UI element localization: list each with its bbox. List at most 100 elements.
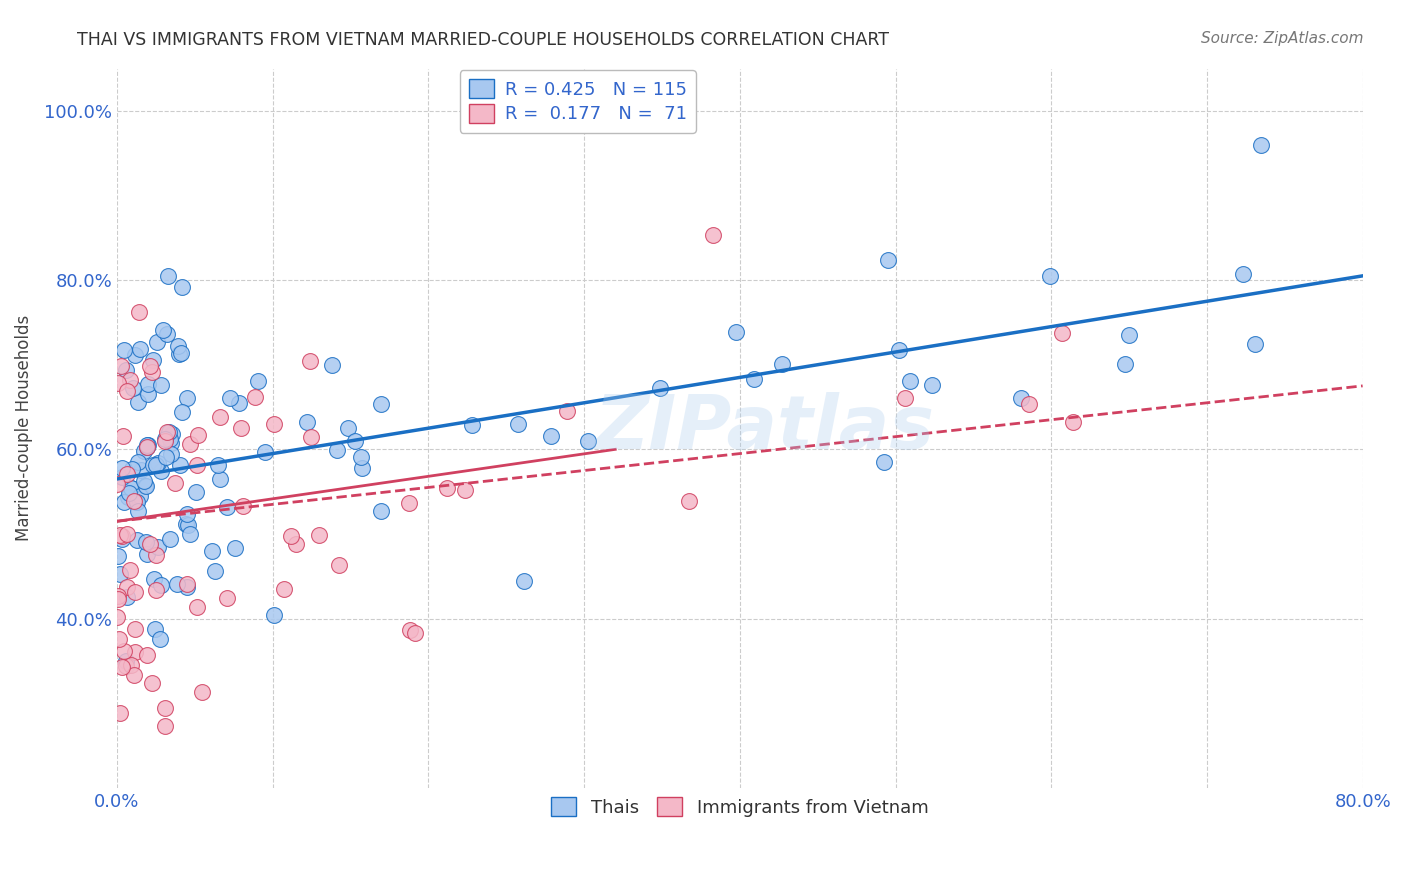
Point	[1244, 336, 1267, 351]
Point	[321, 358, 343, 372]
Point	[1018, 397, 1040, 411]
Point	[308, 528, 330, 542]
Point	[159, 532, 181, 546]
Point	[169, 458, 191, 472]
Point	[1039, 268, 1062, 283]
Point	[141, 676, 163, 690]
Point	[155, 450, 177, 464]
Point	[125, 494, 148, 508]
Point	[145, 458, 167, 472]
Point	[135, 648, 157, 662]
Point	[111, 461, 134, 475]
Point	[149, 464, 172, 478]
Point	[136, 438, 159, 452]
Point	[898, 374, 921, 388]
Point	[176, 391, 198, 405]
Point	[186, 458, 208, 472]
Point	[108, 706, 131, 720]
Point	[143, 622, 166, 636]
Point	[138, 438, 160, 452]
Point	[112, 495, 135, 509]
Point	[136, 376, 159, 391]
Point	[150, 378, 173, 392]
Point	[117, 467, 139, 481]
Point	[143, 572, 166, 586]
Text: THAI VS IMMIGRANTS FROM VIETNAM MARRIED-COUPLE HOUSEHOLDS CORRELATION CHART: THAI VS IMMIGRANTS FROM VIETNAM MARRIED-…	[77, 31, 890, 49]
Point	[142, 458, 165, 472]
Point	[107, 632, 129, 647]
Point	[121, 381, 143, 395]
Text: ZIPatlas: ZIPatlas	[595, 392, 935, 465]
Point	[111, 660, 134, 674]
Point	[148, 457, 170, 471]
Point	[135, 479, 157, 493]
Point	[678, 493, 700, 508]
Point	[127, 504, 149, 518]
Point	[115, 659, 138, 673]
Point	[148, 541, 170, 555]
Point	[135, 535, 157, 549]
Point	[184, 485, 207, 500]
Point	[350, 460, 373, 475]
Point	[889, 343, 911, 357]
Point	[120, 657, 142, 672]
Point	[209, 410, 232, 425]
Point	[436, 481, 458, 495]
Point	[127, 455, 149, 469]
Point	[105, 609, 128, 624]
Point	[179, 526, 201, 541]
Point	[247, 374, 270, 388]
Point	[153, 432, 176, 446]
Point	[702, 227, 724, 242]
Point	[207, 458, 229, 472]
Point	[176, 507, 198, 521]
Point	[1250, 138, 1272, 153]
Point	[132, 443, 155, 458]
Point	[156, 326, 179, 341]
Point	[506, 417, 529, 431]
Point	[159, 447, 181, 461]
Point	[145, 548, 167, 562]
Point	[150, 578, 173, 592]
Point	[370, 397, 392, 411]
Point	[112, 343, 135, 358]
Point	[160, 436, 183, 450]
Point	[770, 357, 793, 371]
Point	[921, 377, 943, 392]
Point	[153, 719, 176, 733]
Point	[228, 395, 250, 409]
Point	[117, 490, 139, 504]
Point	[169, 347, 191, 361]
Point	[174, 517, 197, 532]
Point	[118, 485, 141, 500]
Point	[124, 668, 146, 682]
Point	[111, 532, 134, 546]
Point	[648, 381, 671, 395]
Point	[125, 495, 148, 509]
Point	[191, 684, 214, 698]
Point	[454, 483, 477, 497]
Point	[120, 481, 142, 495]
Point	[557, 403, 579, 417]
Point	[107, 589, 129, 603]
Point	[107, 549, 129, 563]
Point	[107, 376, 129, 391]
Point	[243, 391, 266, 405]
Point	[215, 500, 238, 514]
Point	[1011, 391, 1033, 405]
Point	[1062, 416, 1084, 430]
Point	[1050, 326, 1073, 341]
Point	[115, 363, 138, 377]
Point	[170, 279, 193, 293]
Point	[1232, 267, 1254, 281]
Point	[167, 338, 190, 352]
Point	[273, 582, 295, 596]
Point	[176, 577, 198, 591]
Point	[128, 305, 150, 319]
Point	[285, 537, 308, 551]
Point	[110, 527, 132, 541]
Point	[179, 437, 201, 451]
Point	[398, 496, 420, 510]
Point	[326, 442, 349, 457]
Point	[111, 529, 134, 543]
